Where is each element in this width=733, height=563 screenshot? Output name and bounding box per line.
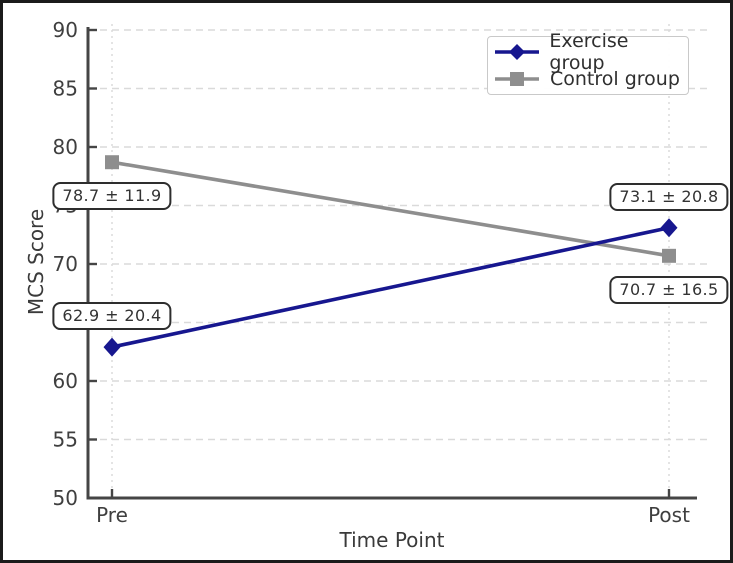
y-tick-label: 80 [53,135,78,159]
legend: Exercise group Control group [487,30,689,95]
y-tick-label: 60 [53,369,78,393]
y-tick-label: 85 [53,77,78,101]
x-tick-label-post: Post [648,503,690,527]
control-line-square-swatch [495,72,539,86]
square-marker [662,248,676,263]
series-line-exercise-group [110,225,671,349]
legend-item-exercise: Exercise group [493,30,688,74]
y-tick-label: 50 [53,486,78,510]
annotation-exercise-post: 73.1 ± 20.8 [609,182,729,211]
x-axis-label: Time Point [339,528,445,552]
legend-item-control: Control group [493,66,688,92]
square-marker [105,155,119,170]
y-tick-label: 90 [53,18,78,42]
series-line-control-group [110,160,671,258]
annotation-control-post: 70.7 ± 16.5 [609,275,729,304]
y-tick-label: 70 [53,252,78,276]
annotation-exercise-pre: 62.9 ± 20.4 [52,302,172,331]
diamond-marker [103,337,121,357]
legend-label-control: Control group [550,68,680,90]
y-axis-label: MCS Score [24,208,48,316]
legend-label-exercise: Exercise group [549,30,629,74]
y-tick-label: 55 [53,428,78,452]
diamond-marker [660,218,678,238]
exercise-line-diamond-swatch [495,44,539,60]
annotation-control-pre: 78.7 ± 11.9 [52,182,172,211]
x-tick-label-pre: Pre [96,503,128,527]
